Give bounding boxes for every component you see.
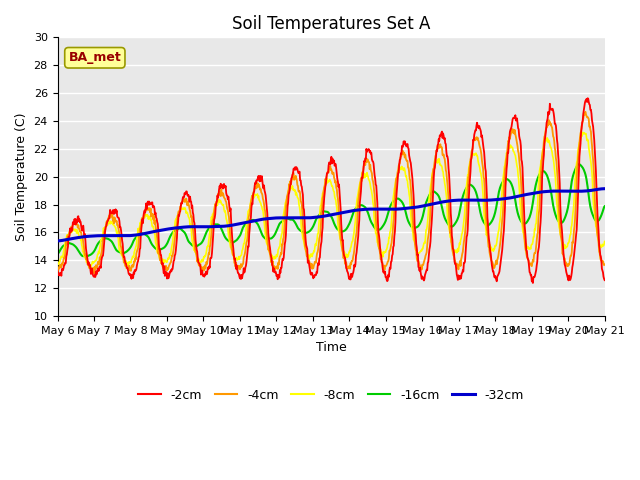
-2cm: [490, 272, 498, 278]
-4cm: [601, 262, 609, 267]
-8cm: [275, 244, 283, 250]
-2cm: [109, 207, 117, 213]
Line: -4cm: -4cm: [58, 112, 605, 274]
-8cm: [481, 216, 488, 222]
Line: -32cm: -32cm: [58, 189, 605, 241]
-16cm: [110, 242, 118, 248]
-8cm: [295, 202, 303, 208]
-2cm: [429, 183, 437, 189]
-4cm: [54, 265, 61, 271]
-4cm: [582, 109, 589, 115]
-2cm: [584, 96, 591, 101]
-4cm: [430, 166, 438, 171]
-2cm: [601, 277, 609, 283]
-4cm: [110, 220, 118, 226]
-8cm: [579, 130, 586, 135]
-16cm: [275, 221, 283, 227]
-16cm: [601, 204, 609, 209]
-16cm: [430, 189, 438, 194]
-4cm: [295, 189, 303, 194]
Y-axis label: Soil Temperature (C): Soil Temperature (C): [15, 112, 28, 241]
-32cm: [275, 215, 283, 221]
Line: -2cm: -2cm: [58, 98, 605, 283]
Line: -16cm: -16cm: [58, 164, 605, 256]
-16cm: [575, 161, 583, 167]
-2cm: [275, 272, 283, 278]
Text: BA_met: BA_met: [68, 51, 121, 64]
-16cm: [491, 212, 499, 217]
-32cm: [480, 197, 488, 203]
-16cm: [83, 253, 90, 259]
-4cm: [275, 256, 283, 262]
-32cm: [601, 186, 609, 192]
-2cm: [54, 268, 61, 274]
-32cm: [429, 201, 437, 206]
-2cm: [480, 149, 488, 155]
-4cm: [90, 271, 98, 276]
-2cm: [294, 170, 302, 176]
-4cm: [491, 264, 499, 270]
-32cm: [490, 197, 498, 203]
Line: -8cm: -8cm: [58, 132, 605, 268]
-16cm: [295, 227, 303, 232]
-4cm: [481, 185, 488, 191]
-32cm: [54, 238, 61, 244]
-8cm: [430, 167, 438, 173]
Legend: -2cm, -4cm, -8cm, -16cm, -32cm: -2cm, -4cm, -8cm, -16cm, -32cm: [133, 384, 529, 407]
-16cm: [54, 251, 61, 256]
-8cm: [491, 246, 499, 252]
-8cm: [86, 265, 93, 271]
-8cm: [54, 262, 61, 268]
-8cm: [601, 239, 609, 244]
-32cm: [294, 215, 302, 221]
-8cm: [110, 222, 118, 228]
-16cm: [481, 221, 488, 227]
-32cm: [109, 233, 117, 239]
Title: Soil Temperatures Set A: Soil Temperatures Set A: [232, 15, 430, 33]
X-axis label: Time: Time: [316, 341, 346, 354]
-2cm: [529, 280, 537, 286]
